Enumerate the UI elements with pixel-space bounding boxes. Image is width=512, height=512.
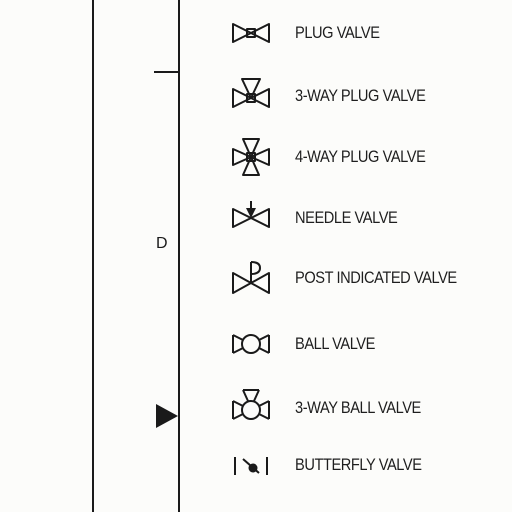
legend-label: PLUG VALVE	[295, 23, 380, 42]
legend-label: 3-WAY BALL VALVE	[295, 398, 421, 417]
needle-valve-icon	[232, 201, 270, 228]
three-way-ball-valve-icon	[232, 389, 270, 420]
legend-row-post-indicated-valve: POST INDICATED VALVE	[228, 258, 508, 298]
legend-row-ball-valve: BALL VALVE	[228, 324, 508, 364]
butterfly-valve-icon	[234, 457, 268, 475]
plug-valve-icon	[232, 23, 270, 43]
arrow-marker-icon	[156, 404, 178, 428]
legend-label: 3-WAY PLUG VALVE	[295, 86, 426, 105]
legend-row-three-way-plug-valve: 3-WAY PLUG VALVE	[228, 76, 508, 116]
legend-label: BALL VALVE	[295, 334, 375, 353]
border-line-right	[178, 0, 180, 512]
legend-label: 4-WAY PLUG VALVE	[295, 147, 426, 166]
legend-label: NEEDLE VALVE	[295, 208, 398, 227]
legend-row-four-way-plug-valve: 4-WAY PLUG VALVE	[228, 137, 508, 177]
legend-row-plug-valve: PLUG VALVE	[228, 13, 508, 53]
legend-row-three-way-ball-valve: 3-WAY BALL VALVE	[228, 388, 508, 428]
legend-row-butterfly-valve: BUTTERFLY VALVE	[228, 445, 508, 485]
border-line-left	[92, 0, 94, 512]
legend-label: POST INDICATED VALVE	[295, 268, 457, 287]
zone-tick	[154, 71, 178, 73]
four-way-plug-valve-icon	[232, 138, 270, 176]
post-indicated-valve-icon	[232, 261, 270, 294]
zone-letter: D	[156, 235, 168, 252]
legend-label: BUTTERFLY VALVE	[295, 455, 422, 474]
legend-row-needle-valve: NEEDLE VALVE	[228, 198, 508, 238]
three-way-plug-valve-icon	[232, 78, 270, 108]
ball-valve-icon	[232, 334, 270, 354]
